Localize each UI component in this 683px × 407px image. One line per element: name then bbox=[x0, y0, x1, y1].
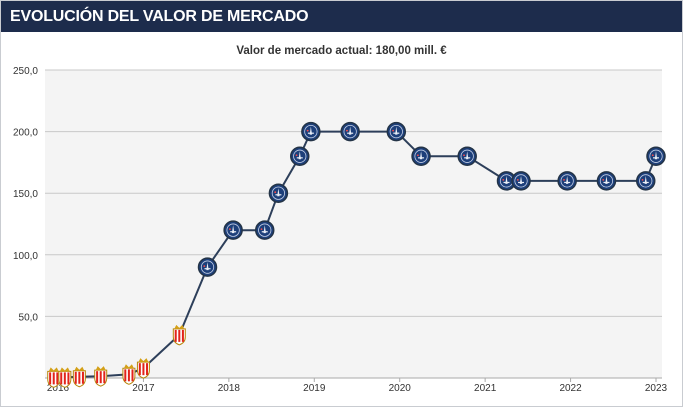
monaco-crest-icon bbox=[122, 364, 136, 385]
psg-crest-icon bbox=[223, 220, 243, 240]
monaco-crest-icon bbox=[136, 358, 150, 379]
psg-crest-icon bbox=[301, 121, 321, 142]
psg-crest-icon bbox=[596, 171, 617, 191]
y-tick-label: 150,0 bbox=[13, 189, 38, 200]
chart-title: Valor de mercado actual: 180,00 mill. € bbox=[236, 45, 447, 57]
x-tick-label: 2020 bbox=[389, 383, 412, 394]
psg-crest-icon bbox=[646, 146, 666, 166]
monaco-crest-icon bbox=[94, 366, 108, 387]
x-tick-label: 2017 bbox=[132, 383, 155, 394]
monaco-crest-icon bbox=[47, 367, 61, 388]
psg-crest-icon bbox=[340, 121, 360, 142]
y-tick-label: 200,0 bbox=[13, 128, 38, 139]
monaco-crest-icon bbox=[58, 367, 72, 388]
x-tick-label: 2022 bbox=[559, 383, 582, 394]
psg-crest-icon bbox=[290, 146, 310, 166]
monaco-crest-icon bbox=[72, 366, 86, 388]
y-tick-label: 100,0 bbox=[13, 251, 38, 262]
x-tick-label: 2023 bbox=[645, 383, 668, 394]
psg-crest-icon bbox=[511, 171, 531, 191]
panel-title: EVOLUCIÓN DEL VALOR DE MERCADO bbox=[1, 1, 682, 32]
psg-crest-icon bbox=[557, 171, 577, 191]
y-tick-label: 50,0 bbox=[19, 312, 39, 323]
psg-crest-icon bbox=[496, 171, 517, 191]
plot-area bbox=[45, 70, 662, 378]
x-tick-label: 2021 bbox=[474, 383, 497, 394]
psg-crest-icon bbox=[197, 257, 218, 277]
x-tick-label: 2018 bbox=[218, 383, 241, 394]
psg-crest-icon bbox=[254, 220, 275, 240]
monaco-crest-icon bbox=[172, 324, 186, 346]
psg-crest-icon bbox=[635, 171, 656, 191]
x-tick-label: 2019 bbox=[303, 383, 326, 394]
y-tick-label: 250,0 bbox=[13, 66, 38, 77]
psg-crest-icon bbox=[457, 146, 477, 166]
psg-crest-icon bbox=[386, 121, 407, 142]
psg-crest-icon bbox=[268, 183, 289, 203]
x-tick-label: 2016 bbox=[47, 383, 70, 394]
psg-crest-icon bbox=[411, 146, 431, 166]
